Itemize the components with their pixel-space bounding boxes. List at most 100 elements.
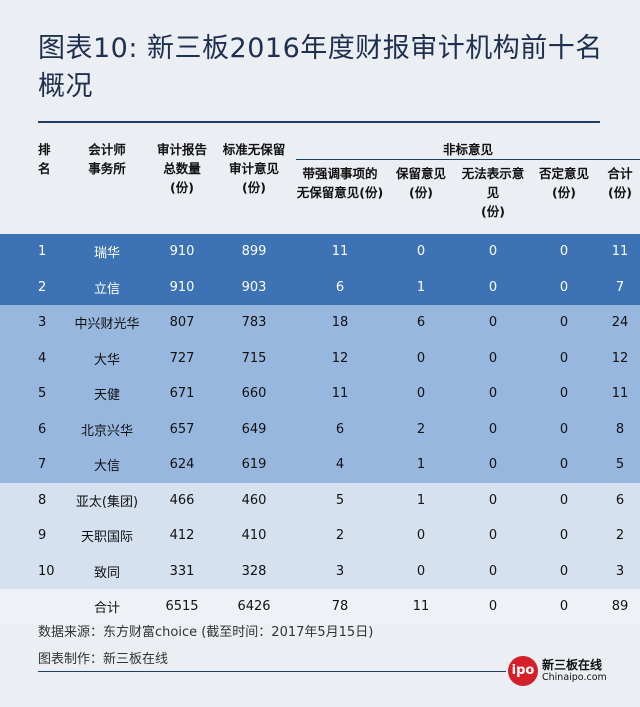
- cell-total: 331: [152, 553, 212, 589]
- cell-qualified: 1: [384, 482, 458, 518]
- cell-disclaimer: 0: [458, 234, 528, 270]
- cell-qualified: 0: [384, 340, 458, 376]
- header-line: (份): [608, 185, 632, 200]
- cell-standard: 649: [212, 411, 296, 447]
- header-line: (份): [242, 180, 266, 195]
- cell-qualified: 0: [384, 376, 458, 412]
- title-divider: [38, 121, 600, 123]
- cell-qualified: 11: [384, 589, 458, 625]
- cell-emphasis: 5: [296, 482, 384, 518]
- cell-disclaimer: 0: [458, 518, 528, 554]
- cell-total: 6515: [152, 589, 212, 625]
- cell-firm: 瑞华: [62, 234, 152, 270]
- cell-total: 727: [152, 340, 212, 376]
- header-disclaimer: 无法表示意见 (份): [458, 160, 528, 235]
- cell-subtotal: 6: [600, 482, 640, 518]
- cell-qualified: 1: [384, 269, 458, 305]
- cell-adverse: 0: [528, 518, 600, 554]
- table-row: 9 天职国际 412 410 2 0 0 0 2: [0, 518, 640, 554]
- cell-adverse: 0: [528, 553, 600, 589]
- cell-emphasis: 2: [296, 518, 384, 554]
- table-body: 1 瑞华 910 899 11 0 0 0 11 2 立信 910 903 6 1 0 0 7 3 中兴财光华 807 7…: [0, 234, 640, 625]
- cell-standard: 619: [212, 447, 296, 483]
- cell-adverse: 0: [528, 340, 600, 376]
- cell-subtotal: 24: [600, 305, 640, 341]
- cell-total: 910: [152, 234, 212, 270]
- cell-rank: 7: [0, 447, 62, 483]
- cell-subtotal: 3: [600, 553, 640, 589]
- cell-disclaimer: 0: [458, 376, 528, 412]
- header-line: 否定意见: [538, 166, 589, 181]
- cell-subtotal: 11: [600, 376, 640, 412]
- cell-qualified: 1: [384, 447, 458, 483]
- cell-standard: 903: [212, 269, 296, 305]
- cell-standard: 460: [212, 482, 296, 518]
- cell-qualified: 0: [384, 234, 458, 270]
- table-row: 5 天健 671 660 11 0 0 0 11: [0, 376, 640, 412]
- cell-rank: 5: [0, 376, 62, 412]
- cell-emphasis: 4: [296, 447, 384, 483]
- header-subrow: 带强调事项的 无保留意见(份) 保留意见 (份) 无法表示意见 (份) 否定意见 (份)…: [0, 160, 640, 235]
- cell-subtotal: 5: [600, 447, 640, 483]
- cell-disclaimer: 0: [458, 340, 528, 376]
- cell-total: 657: [152, 411, 212, 447]
- cell-adverse: 0: [528, 447, 600, 483]
- cell-qualified: 0: [384, 553, 458, 589]
- cell-subtotal: 2: [600, 518, 640, 554]
- cell-firm: 大华: [62, 340, 152, 376]
- cell-total: 466: [152, 482, 212, 518]
- header-line: (份): [552, 185, 576, 200]
- table-row: 3 中兴财光华 807 783 18 6 0 0 24: [0, 305, 640, 341]
- header-line: 排名: [38, 142, 51, 176]
- header-line: (份): [170, 180, 194, 195]
- total-row: 合计 6515 6426 78 11 0 0 89: [0, 589, 640, 625]
- header-line: 合计: [607, 166, 633, 181]
- cell-subtotal: 7: [600, 269, 640, 305]
- header-line: 事务所: [88, 161, 126, 176]
- cell-standard: 715: [212, 340, 296, 376]
- cell-emphasis: 3: [296, 553, 384, 589]
- cell-emphasis: 6: [296, 269, 384, 305]
- cell-standard: 783: [212, 305, 296, 341]
- header-line: 保留意见: [395, 166, 446, 181]
- cell-firm: 天健: [62, 376, 152, 412]
- cell-subtotal: 8: [600, 411, 640, 447]
- cell-adverse: 0: [528, 411, 600, 447]
- header-line: 无法表示意见: [461, 166, 525, 200]
- cell-firm: 致同: [62, 553, 152, 589]
- cell-emphasis: 78: [296, 589, 384, 625]
- cell-rank: 6: [0, 411, 62, 447]
- cell-adverse: 0: [528, 482, 600, 518]
- cell-emphasis: 18: [296, 305, 384, 341]
- cell-firm: 合计: [62, 589, 152, 625]
- cell-emphasis: 12: [296, 340, 384, 376]
- cell-standard: 899: [212, 234, 296, 270]
- data-source-note: 数据来源：东方财富choice (截至时间：2017年5月15日): [38, 625, 374, 640]
- header-standard: 标准无保留审计意见 (份): [212, 127, 296, 234]
- header-line: 标准无保留: [222, 142, 286, 157]
- cell-standard: 328: [212, 553, 296, 589]
- table-row: 8 亚太(集团) 466 460 5 1 0 0 6: [0, 482, 640, 518]
- cell-adverse: 0: [528, 589, 600, 625]
- cell-emphasis: 11: [296, 376, 384, 412]
- auditor-table: 排名 会计师 事务所 审计报告 总数量 (份) 标准无保留 审计意见 (份) 非标意见 带…: [0, 127, 640, 625]
- cell-disclaimer: 0: [458, 553, 528, 589]
- cell-standard: 660: [212, 376, 296, 412]
- cell-disclaimer: 0: [458, 305, 528, 341]
- cell-rank: 9: [0, 518, 62, 554]
- cell-total: 910: [152, 269, 212, 305]
- header-line: 带强调事项的: [302, 166, 378, 181]
- cell-standard: 6426: [212, 589, 296, 625]
- table-row: 6 北京兴华 657 649 6 2 0 0 8: [0, 411, 640, 447]
- footer-divider: [38, 671, 506, 672]
- logo-name-en: Chinaipo.com: [542, 672, 607, 683]
- cell-firm: 北京兴华: [62, 411, 152, 447]
- cell-firm: 中兴财光华: [62, 305, 152, 341]
- cell-adverse: 0: [528, 269, 600, 305]
- cell-firm: 立信: [62, 269, 152, 305]
- logo-name-cn: 新三板在线: [542, 658, 603, 672]
- cell-disclaimer: 0: [458, 482, 528, 518]
- header-line: 审计报告: [156, 142, 207, 157]
- header-emphasis: 带强调事项的 无保留意见(份): [296, 160, 384, 235]
- header-line: 审计意见: [228, 161, 279, 176]
